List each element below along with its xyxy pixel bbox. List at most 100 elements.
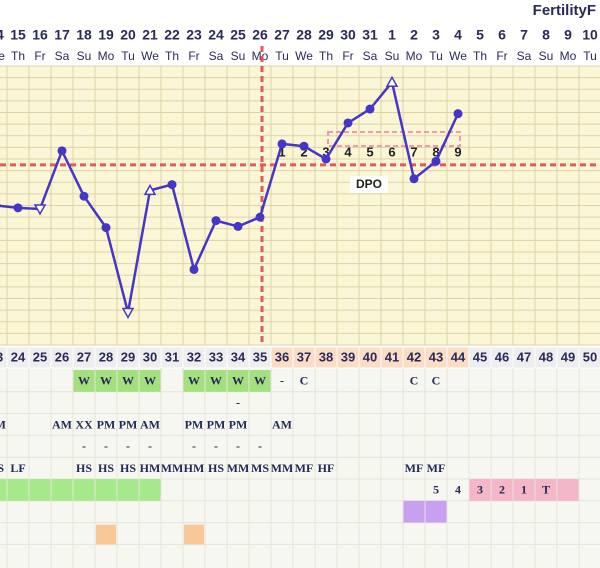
- cell-fill: [513, 479, 535, 501]
- cell-fill: [73, 370, 95, 392]
- cell-text: -: [126, 439, 130, 453]
- weekday-label: We: [141, 49, 159, 63]
- cell-text: PM: [185, 417, 204, 431]
- weekday-label: Fr: [34, 49, 45, 63]
- cycle-day-label: 47: [517, 349, 531, 364]
- cell-fill: [73, 479, 95, 501]
- temperature-point: [57, 146, 67, 156]
- weekday-label: Sa: [209, 49, 224, 63]
- weekday-label: We: [449, 49, 467, 63]
- cell-text: W: [254, 374, 266, 388]
- cell-text: HS: [120, 461, 136, 475]
- cell-text: HF: [318, 461, 335, 475]
- temperature-point: [299, 141, 309, 151]
- cell-fill: [117, 479, 139, 501]
- dpo-label: 2: [300, 144, 307, 159]
- date-label: 26: [252, 27, 268, 43]
- date-label: 27: [274, 27, 290, 43]
- cell-text: W: [100, 374, 112, 388]
- weekday-label: Su: [385, 49, 400, 63]
- dpo-label: 5: [366, 144, 373, 159]
- date-label: 16: [32, 27, 48, 43]
- cell-text: 4: [455, 483, 461, 497]
- cell-text: -: [258, 439, 262, 453]
- cell-text: HM: [184, 461, 205, 475]
- cycle-day-label: 39: [341, 349, 355, 364]
- date-label: 25: [230, 27, 246, 43]
- temperature-point: [277, 139, 287, 149]
- cell-text: -: [280, 374, 284, 388]
- cell-text: AM: [140, 417, 160, 431]
- cycle-day-label: 42: [407, 349, 421, 364]
- temperature-point: [101, 223, 111, 233]
- weekday-label: Th: [473, 49, 487, 63]
- cycle-day-label: 31: [165, 349, 179, 364]
- cell-text: 3: [477, 483, 483, 497]
- weekday-label: Su: [539, 49, 554, 63]
- cell-fill: [117, 370, 139, 392]
- date-label: 20: [120, 27, 136, 43]
- cell-text: W: [210, 374, 222, 388]
- temperature-point: [409, 174, 419, 184]
- cell-text: PM: [207, 417, 226, 431]
- weekday-label: Fr: [496, 49, 507, 63]
- cell-text: MF: [427, 461, 446, 475]
- cell-text: AM: [272, 417, 292, 431]
- dpo-label: 9: [454, 144, 461, 159]
- temperature-line: [0, 79, 460, 313]
- cell-text: MS: [251, 461, 269, 475]
- cycle-day-label: 43: [429, 349, 443, 364]
- cell-text: 5: [433, 483, 439, 497]
- cycle-day-label: 23: [0, 349, 3, 364]
- cell-text: -: [148, 439, 152, 453]
- cell-fill: [51, 479, 73, 501]
- cycle-day-label: 32: [187, 349, 201, 364]
- cell-text: 2: [499, 483, 505, 497]
- cell-text: C: [432, 374, 441, 388]
- cell-fill: [535, 479, 557, 501]
- cell-text: HS: [98, 461, 114, 475]
- weekday-label: Tu: [275, 49, 289, 63]
- cycle-day-label: 36: [275, 349, 289, 364]
- temperature-point: [167, 180, 177, 190]
- cell-text: MF: [295, 461, 314, 475]
- cycle-day-label: 50: [583, 349, 597, 364]
- temperature-point: [453, 109, 463, 119]
- cycle-day-label: 34: [231, 349, 246, 364]
- cell-text: XX: [75, 417, 93, 431]
- cell-fill: [29, 479, 51, 501]
- weekday-label: Sa: [517, 49, 532, 63]
- temperature-point: [343, 118, 353, 128]
- cell-fill: [557, 479, 579, 501]
- date-label: 29: [318, 27, 334, 43]
- cycle-day-label: 41: [385, 349, 399, 364]
- cell-fill: [139, 479, 161, 501]
- weekday-label: We: [295, 49, 313, 63]
- cell-fill: [139, 370, 161, 392]
- date-label: 3: [432, 27, 440, 43]
- cell-text: PM: [97, 417, 116, 431]
- cell-text: C: [300, 374, 309, 388]
- cell-text: -: [192, 439, 196, 453]
- date-label: 17: [54, 27, 70, 43]
- cell-text: -: [82, 439, 86, 453]
- dpo-title: DPO: [356, 177, 382, 191]
- temperature-point: [79, 191, 89, 201]
- cell-fill: [425, 500, 447, 523]
- date-label: 7: [520, 27, 528, 43]
- cycle-day-label: 33: [209, 349, 223, 364]
- cycle-day-label: 37: [297, 349, 311, 364]
- cell-text: MM: [271, 461, 294, 475]
- cell-text: T: [542, 483, 550, 497]
- weekday-label: Su: [77, 49, 92, 63]
- cycle-day-label: 46: [495, 349, 509, 364]
- weekday-label: We: [0, 49, 5, 63]
- cell-text: MF: [405, 461, 424, 475]
- date-label: 10: [582, 27, 598, 43]
- cycle-day-label: 44: [451, 349, 466, 364]
- date-label: 19: [98, 27, 114, 43]
- cell-text: W: [78, 374, 90, 388]
- date-label: 6: [498, 27, 506, 43]
